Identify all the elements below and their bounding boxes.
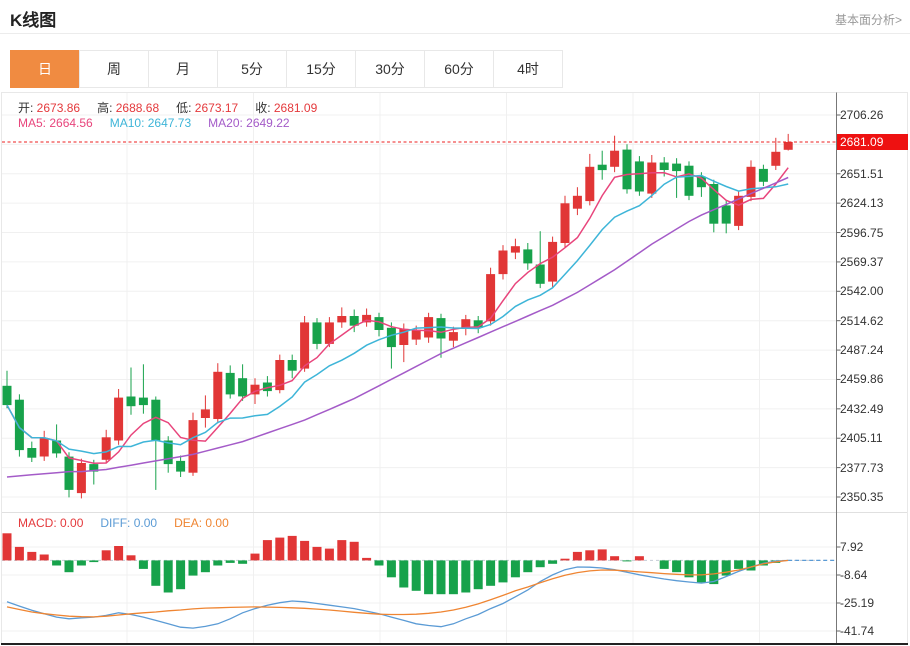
ma-readout: MA5: 2664.56 MA10: 2647.73 MA20: 2649.22 <box>18 116 307 130</box>
y-axis-tick-label: -25.19 <box>840 596 875 610</box>
macd-readout-item: DIFF: 0.00 <box>100 516 157 530</box>
y-axis-tick-label: -8.64 <box>840 568 868 582</box>
macd-readout-item: DEA: 0.00 <box>174 516 229 530</box>
readout-value: 2673.86 <box>33 101 81 115</box>
ohlc-readout-item: 高: 2688.68 <box>97 99 159 116</box>
y-axis-tick-label: 2569.37 <box>840 254 884 269</box>
tab-30min[interactable]: 30分 <box>355 50 425 88</box>
y-axis-tick-label: 2624.13 <box>840 196 884 211</box>
readout-label: 高: <box>97 101 113 115</box>
y-axis-tick-label: -41.74 <box>840 623 875 638</box>
tab-5min[interactable]: 5分 <box>217 50 287 88</box>
readout-value: 2647.73 <box>144 116 192 130</box>
y-axis-tick-label: 2405.11 <box>840 431 883 446</box>
header-divider <box>0 33 910 34</box>
readout-value: 2673.17 <box>191 101 239 115</box>
y-axis-tick-label: 2459.86 <box>840 372 884 387</box>
tab-4hour[interactable]: 4时 <box>493 50 563 88</box>
ohlc-readout-item: 低: 2673.17 <box>176 99 238 116</box>
readout-value: 2664.56 <box>46 116 93 130</box>
interval-tab-bar: 日周月 5分 15分 30分 60分 4时 <box>10 50 563 88</box>
readout-label: MA20: <box>208 116 243 130</box>
y-axis-tick-label: 2706.26 <box>840 108 884 122</box>
ma20-line <box>6 176 789 478</box>
readout-label: 低: <box>176 101 192 115</box>
readout-value: 2649.22 <box>242 116 290 130</box>
ma-readout-item: MA10: 2647.73 <box>110 116 191 130</box>
tab-week[interactable]: 周 <box>79 50 149 88</box>
ma10-line <box>6 174 789 455</box>
ma-readout-item: MA20: 2649.22 <box>208 116 289 130</box>
tab-15min[interactable]: 15分 <box>286 50 356 88</box>
candles <box>2 133 793 499</box>
readout-label: MA10: <box>109 116 145 130</box>
ma-readout-item: MA5: 2664.56 <box>18 116 93 130</box>
y-axis-tick-label: 7.92 <box>840 540 864 554</box>
readout-value: 0.00 <box>202 516 229 530</box>
readout-value: 0.00 <box>130 516 158 530</box>
ma5-line <box>6 167 789 464</box>
current-price-tag: 2681.09 <box>837 134 908 150</box>
dea-line <box>6 559 789 618</box>
readout-label: 开: <box>18 101 34 115</box>
readout-label: MACD: <box>18 516 57 530</box>
readout-label: DEA: <box>174 516 203 530</box>
y-axis-tick-label: 2542.00 <box>840 284 884 299</box>
page-title: K线图 <box>10 11 57 30</box>
y-axis-tick-label: 2596.75 <box>840 225 884 240</box>
readout-value: 2681.09 <box>270 101 318 115</box>
y-axis-tick-label: 2432.49 <box>840 401 884 416</box>
ohlc-readout-item: 开: 2673.86 <box>18 99 80 116</box>
readout-label: MA5: <box>18 116 47 130</box>
diff-line <box>6 559 789 629</box>
ohlc-readout-item: 收: 2681.09 <box>255 99 317 116</box>
readout-value: 2688.68 <box>112 101 160 115</box>
tab-60min[interactable]: 60分 <box>424 50 494 88</box>
readout-label: DIFF: <box>100 516 131 530</box>
fundamental-analysis-link[interactable]: 基本面分析> <box>834 13 902 27</box>
y-axis-tick-label: 2651.51 <box>840 166 884 181</box>
macd-readout: MACD: 0.00 DIFF: 0.00 DEA: 0.00 <box>18 516 246 530</box>
y-axis-tick-label: 2377.73 <box>840 460 884 475</box>
tab-day[interactable]: 日 <box>10 50 80 88</box>
tab-month[interactable]: 月 <box>148 50 218 88</box>
y-axis-tick-label: 2514.62 <box>840 313 884 328</box>
macd-histogram <box>2 533 781 595</box>
macd-readout-item: MACD: 0.00 <box>18 516 83 530</box>
y-axis-tick-label: 2487.24 <box>840 343 884 358</box>
ohlc-readout: 开: 2673.86 高: 2688.68 低: 2673.17 收: 2681.09 <box>18 99 334 116</box>
y-axis-tick-label: 2350.35 <box>840 490 884 504</box>
readout-label: 收: <box>255 101 271 115</box>
readout-value: 0.00 <box>56 516 84 530</box>
